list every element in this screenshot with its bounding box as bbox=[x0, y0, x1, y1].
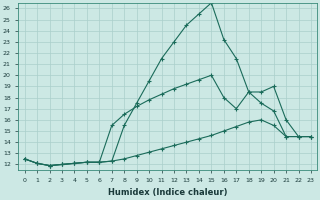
X-axis label: Humidex (Indice chaleur): Humidex (Indice chaleur) bbox=[108, 188, 228, 197]
